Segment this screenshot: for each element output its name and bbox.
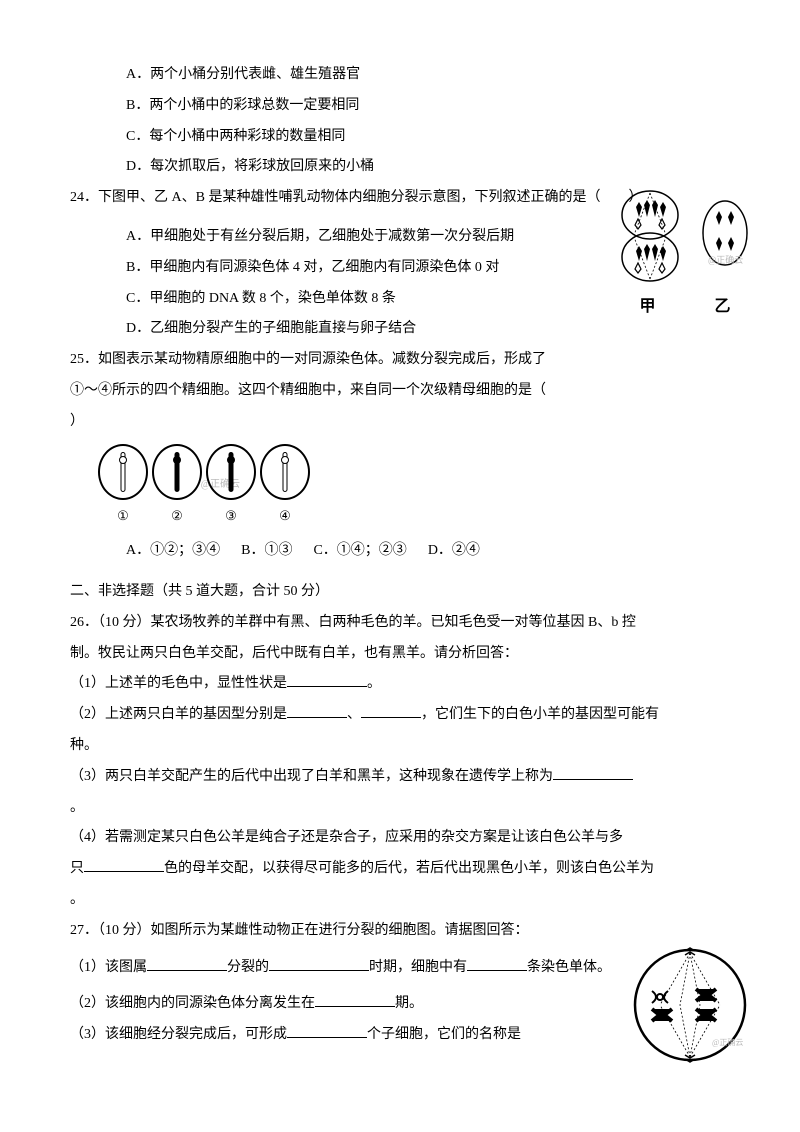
q25-stem-line1: 25．如图表示某动物精原细胞中的一对同源染色体。减数分裂完成后，形成了	[70, 345, 730, 376]
q27-p1-d: 条染色单体。	[527, 960, 611, 975]
q26-stem-line2: 制。牧民让两只白色羊交配，后代中既有白羊，也有黑羊。请分析回答：	[70, 639, 730, 670]
q27-watermark: @正确云	[712, 1037, 743, 1047]
q25-figure: ① @正确云 ② ③ ④	[70, 444, 730, 531]
q27-blank-1a[interactable]	[147, 957, 227, 971]
q26-part1: （1）上述羊的毛色中，显性性状是 。	[70, 669, 730, 700]
q24-label-jia: 甲	[639, 289, 655, 324]
q26-p1-end: 。	[367, 676, 381, 691]
q25-stem-line3: ）	[70, 407, 730, 438]
q27-p1-b: 分裂的	[227, 960, 269, 975]
q27-p1-a: （1）该图属	[70, 960, 147, 975]
q24-label-yi: 乙	[714, 289, 730, 324]
q25-option-d: D．②④	[428, 543, 480, 558]
q23-option-d: D．每次抓取后，将彩球放回原来的小桶	[70, 152, 730, 183]
q27-blank-2[interactable]	[315, 993, 395, 1007]
q26-blank-2b[interactable]	[361, 704, 421, 718]
q26-blank-2a[interactable]	[287, 704, 347, 718]
q25-option-c: C．①④；②③	[313, 543, 406, 558]
q25-circle-label-4: ④	[279, 502, 291, 531]
q23-option-c: C．每个小桶中两种彩球的数量相同	[70, 122, 730, 153]
svg-text:@正确云: @正确云	[708, 254, 743, 265]
q26-p2-text-a: （2）上述两只白羊的基因型分别是	[70, 707, 287, 722]
q26-p2-sep: 、	[347, 707, 361, 722]
q26-p4-text-c: 色的母羊交配，以获得尽可能多的后代，若后代出现黑色小羊，则该白色公羊为	[164, 861, 654, 876]
q26-part4-end: 。	[70, 885, 730, 916]
q26-blank-4[interactable]	[84, 858, 164, 872]
q25-stem-line2: ①～④所示的四个精细胞。这四个精细胞中，来自同一个次级精母细胞的是（	[70, 376, 730, 407]
q25-option-a: A．①②；③④	[126, 543, 220, 558]
q26-blank-1[interactable]	[287, 673, 367, 687]
q25-option-b: B．①③	[241, 543, 292, 558]
q26-p4-text-b: 只	[70, 861, 84, 876]
q27-blank-1b[interactable]	[269, 957, 369, 971]
q27-p2-b: 期。	[395, 996, 423, 1011]
q25-circle-label-3: ③	[225, 502, 237, 531]
q27-p3-b: 个子细胞，它们的名称是	[367, 1027, 521, 1042]
q25-circle-label-1: ①	[117, 502, 129, 531]
q26-p2-text-c: ，它们生下的白色小羊的基因型可能有	[421, 707, 659, 722]
q27-stem: 27．（10 分）如图所示为某雌性动物正在进行分裂的细胞图。请据图回答：	[70, 916, 730, 947]
q26-part3-end: 。	[70, 793, 730, 824]
q27-p1-c: 时期，细胞中有	[369, 960, 467, 975]
q26-part4-line2: 只 色的母羊交配，以获得尽可能多的后代，若后代出现黑色小羊，则该白色公羊为	[70, 854, 730, 885]
q23-option-b: B．两个小桶中的彩球总数一定要相同	[70, 91, 730, 122]
q27-blank-1c[interactable]	[467, 957, 527, 971]
q26-p3-text: （3）两只白羊交配产生的后代中出现了白羊和黑羊，这种现象在遗传学上称为	[70, 769, 553, 784]
q27-blank-3[interactable]	[287, 1024, 367, 1038]
q25-options: A．①②；③④ B．①③ C．①④；②③ D．②④	[70, 536, 730, 567]
q27-p2-a: （2）该细胞内的同源染色体分离发生在	[70, 996, 315, 1011]
q26-p1-text: （1）上述羊的毛色中，显性性状是	[70, 676, 287, 691]
q27-p3-a: （3）该细胞经分裂完成后，可形成	[70, 1027, 287, 1042]
q26-part4-line1: （4）若需测定某只白色公羊是纯合子还是杂合子，应采用的杂交方案是让该白色公羊与多	[70, 823, 730, 854]
q25-circle-label-2: ②	[171, 502, 183, 531]
q26-blank-3[interactable]	[553, 766, 633, 780]
q27-figure: @正确云	[630, 945, 760, 1065]
q23-option-a: A．两个小桶分别代表雌、雄生殖器官	[70, 60, 730, 91]
q24-figure: @正确云 甲 乙	[610, 185, 760, 324]
q26-stem-line1: 26．（10 分）某农场牧养的羊群中有黑、白两种毛色的羊。已知毛色受一对等位基因…	[70, 608, 730, 639]
q26-part2: （2）上述两只白羊的基因型分别是 、 ，它们生下的白色小羊的基因型可能有	[70, 700, 730, 731]
q26-part2-line2: 种。	[70, 731, 730, 762]
q26-part3: （3）两只白羊交配产生的后代中出现了白羊和黑羊，这种现象在遗传学上称为	[70, 762, 730, 793]
section2-header: 二、非选择题（共 5 道大题，合计 50 分）	[70, 577, 730, 608]
